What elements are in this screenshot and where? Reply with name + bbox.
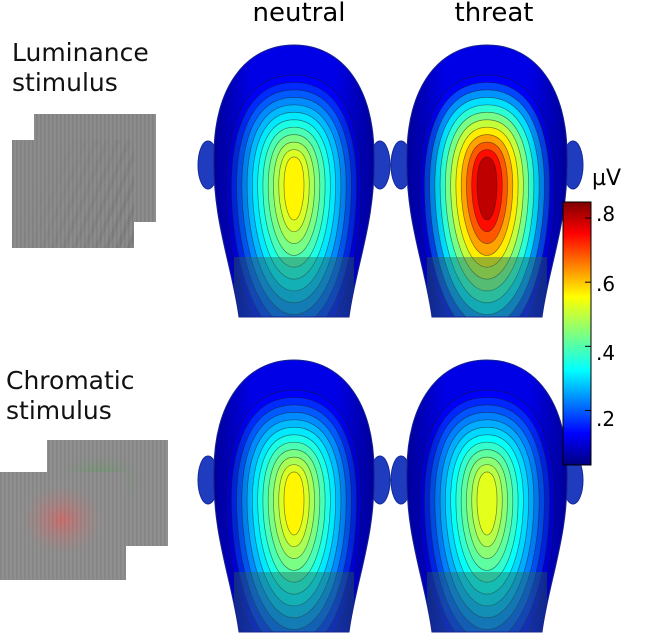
head-outline (406, 359, 568, 633)
colorbar (562, 201, 592, 466)
head-shading (213, 360, 375, 632)
luminance-stimulus-image (12, 114, 156, 248)
colorbar-ticks (585, 217, 591, 411)
row-label-chromatic: Chromatic stimulus (6, 366, 135, 426)
scalp-map-luminance-neutral (197, 44, 391, 318)
colorbar-tick-0: .8 (596, 202, 616, 226)
chromatic-stimulus-image (0, 440, 168, 580)
row-label-chromatic-line2: stimulus (6, 396, 112, 425)
colorbar-tick-1: .6 (596, 272, 616, 296)
row-label-luminance: Luminance stimulus (12, 38, 149, 98)
head-shading (406, 45, 568, 317)
chromatic-card-front-texture (0, 472, 126, 580)
row-label-luminance-line2: stimulus (12, 68, 118, 97)
head-outline (213, 359, 375, 633)
row-label-chromatic-line1: Chromatic (6, 366, 135, 395)
scalp-map-chromatic-threat (390, 359, 584, 633)
colorbar-tick-3: .2 (596, 407, 616, 431)
stimulus-card-front-texture (12, 140, 134, 248)
head-shading (213, 45, 375, 317)
row-label-luminance-line1: Luminance (12, 38, 149, 67)
scalp-map-chromatic-neutral (197, 359, 391, 633)
head-outline (406, 44, 568, 318)
column-header-neutral: neutral (252, 0, 346, 28)
head-shading (406, 360, 568, 632)
scalp-map-luminance-threat (390, 44, 584, 318)
head-outline (213, 44, 375, 318)
colorbar-tick-2: .4 (596, 341, 616, 365)
column-header-threat: threat (454, 0, 534, 28)
colorbar-unit: µV (592, 166, 622, 191)
topography-maps (197, 44, 584, 633)
